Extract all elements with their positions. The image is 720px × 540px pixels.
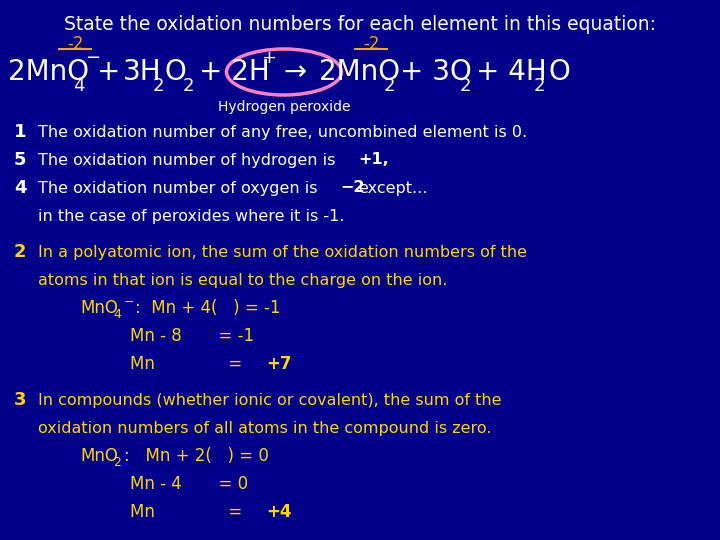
Text: 5: 5 [14, 151, 27, 169]
Text: + 2H: + 2H [199, 58, 270, 86]
Text: The oxidation number of hydrogen is: The oxidation number of hydrogen is [38, 152, 341, 167]
Text: 2: 2 [183, 77, 194, 95]
Text: 2: 2 [534, 77, 546, 95]
Text: Mn - 8       = -1: Mn - 8 = -1 [130, 327, 254, 345]
Text: + 3O: + 3O [400, 58, 472, 86]
Text: :   Mn + 2(   ) = 0: : Mn + 2( ) = 0 [124, 447, 269, 465]
Text: 2: 2 [460, 77, 472, 95]
Text: Hydrogen peroxide: Hydrogen peroxide [217, 100, 350, 114]
Text: Mn - 4       = 0: Mn - 4 = 0 [130, 475, 248, 493]
Text: 2MnO: 2MnO [319, 58, 400, 86]
Text: -2: -2 [363, 35, 379, 53]
Text: →: → [275, 58, 307, 86]
Text: MnO: MnO [80, 447, 118, 465]
Text: +1,: +1, [358, 152, 389, 167]
Text: The oxidation number of any free, uncombined element is 0.: The oxidation number of any free, uncomb… [38, 125, 527, 139]
Text: -2: -2 [67, 35, 84, 53]
Text: 3: 3 [14, 391, 27, 409]
Text: Mn              =: Mn = [130, 503, 248, 521]
Text: 4: 4 [113, 307, 121, 321]
Text: + 4H: + 4H [476, 58, 546, 86]
Text: The oxidation number of oxygen is: The oxidation number of oxygen is [38, 180, 323, 195]
Text: 4: 4 [14, 179, 27, 197]
Text: 2: 2 [153, 77, 164, 95]
Text: In a polyatomic ion, the sum of the oxidation numbers of the: In a polyatomic ion, the sum of the oxid… [38, 245, 527, 260]
Text: :  Mn + 4(   ) = -1: : Mn + 4( ) = -1 [135, 299, 281, 317]
Text: −2: −2 [340, 180, 364, 195]
Text: oxidation numbers of all atoms in the compound is zero.: oxidation numbers of all atoms in the co… [38, 421, 492, 435]
Text: 3H: 3H [123, 58, 161, 86]
Text: MnO: MnO [80, 299, 118, 317]
Text: atoms in that ion is equal to the charge on the ion.: atoms in that ion is equal to the charge… [38, 273, 447, 287]
Text: O: O [548, 58, 570, 86]
Text: −: − [124, 295, 135, 308]
Text: 2: 2 [113, 456, 121, 469]
Text: 2: 2 [384, 77, 395, 95]
Text: in the case of peroxides where it is -1.: in the case of peroxides where it is -1. [38, 208, 344, 224]
Text: +: + [261, 49, 276, 67]
Text: 4: 4 [73, 77, 84, 95]
Text: 2MnO: 2MnO [8, 58, 89, 86]
Text: except...: except... [358, 180, 428, 195]
Text: In compounds (whether ionic or covalent), the sum of the: In compounds (whether ionic or covalent)… [38, 393, 502, 408]
Text: O: O [165, 58, 186, 86]
Text: 2: 2 [14, 243, 27, 261]
Text: +: + [97, 58, 120, 86]
Text: +4: +4 [266, 503, 292, 521]
Text: −: − [85, 49, 100, 67]
Text: State the oxidation numbers for each element in this equation:: State the oxidation numbers for each ele… [64, 15, 656, 34]
Text: +7: +7 [266, 355, 292, 373]
Text: Mn              =: Mn = [130, 355, 248, 373]
Text: 1: 1 [14, 123, 27, 141]
